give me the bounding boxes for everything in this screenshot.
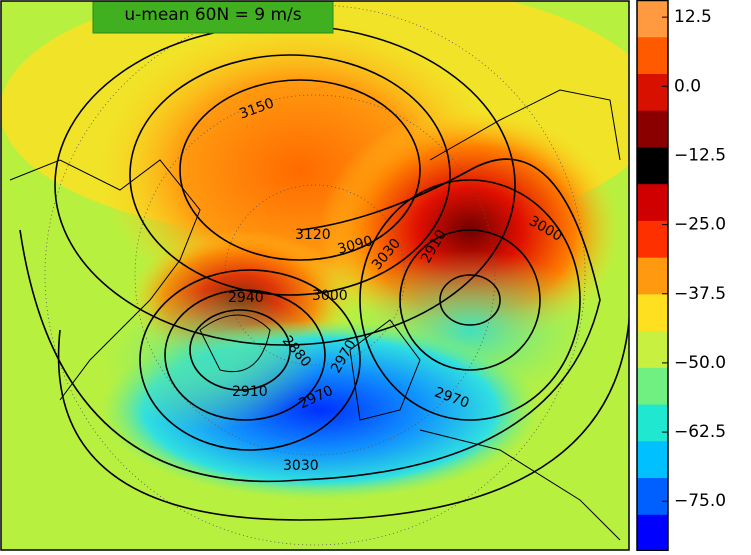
contour-label: 3120 [295, 227, 331, 243]
colorbar-band [637, 73, 668, 111]
colorbar-band [637, 110, 668, 148]
colorbar-tick-label: 12.5 [674, 7, 712, 27]
map-area: 3150 3120 3090 3030 3000 2880 2910 2970 … [1, 1, 629, 550]
map-frame [0, 0, 630, 551]
colorbar-tick-label: −75.0 [674, 491, 726, 511]
colorbar-tick-label: −62.5 [674, 422, 726, 442]
annotation-box [92, 1, 334, 34]
colorbar-band [637, 330, 668, 368]
contour-label: 2910 [232, 384, 268, 400]
colorbar-band [637, 514, 668, 552]
colorbar-tick-label: −25.0 [674, 215, 726, 235]
colorbar-band [637, 477, 668, 515]
colorbar-band [637, 36, 668, 74]
shading [100, 290, 320, 430]
colorbar-tick-label: −50.0 [674, 353, 726, 373]
colorbar-band [637, 367, 668, 405]
colorbar-band [637, 0, 668, 38]
colorbar-band [637, 146, 668, 185]
colorbar-band [637, 404, 668, 442]
contour-label: 2940 [228, 290, 264, 306]
colorbar-band [637, 257, 668, 295]
colorbar: 12.5 0.0 −12.5 −25.0 −37.5 −50.0 −62.5 −75.0 [636, 0, 726, 552]
annotation: u-mean 60N = 9 m/s [124, 5, 301, 25]
colorbar-band [637, 440, 668, 479]
coastlines [9, 89, 621, 541]
colorbar-band [637, 183, 668, 221]
colorbar-tick-label: −12.5 [674, 145, 726, 165]
colorbar-band [637, 220, 668, 258]
colorbar-tick-label: −37.5 [674, 284, 726, 304]
contour-label: 3000 [312, 288, 348, 304]
contour-label: 3030 [283, 458, 319, 474]
colorbar-tick-label: 0.0 [674, 76, 701, 96]
colorbar-band [637, 293, 668, 332]
